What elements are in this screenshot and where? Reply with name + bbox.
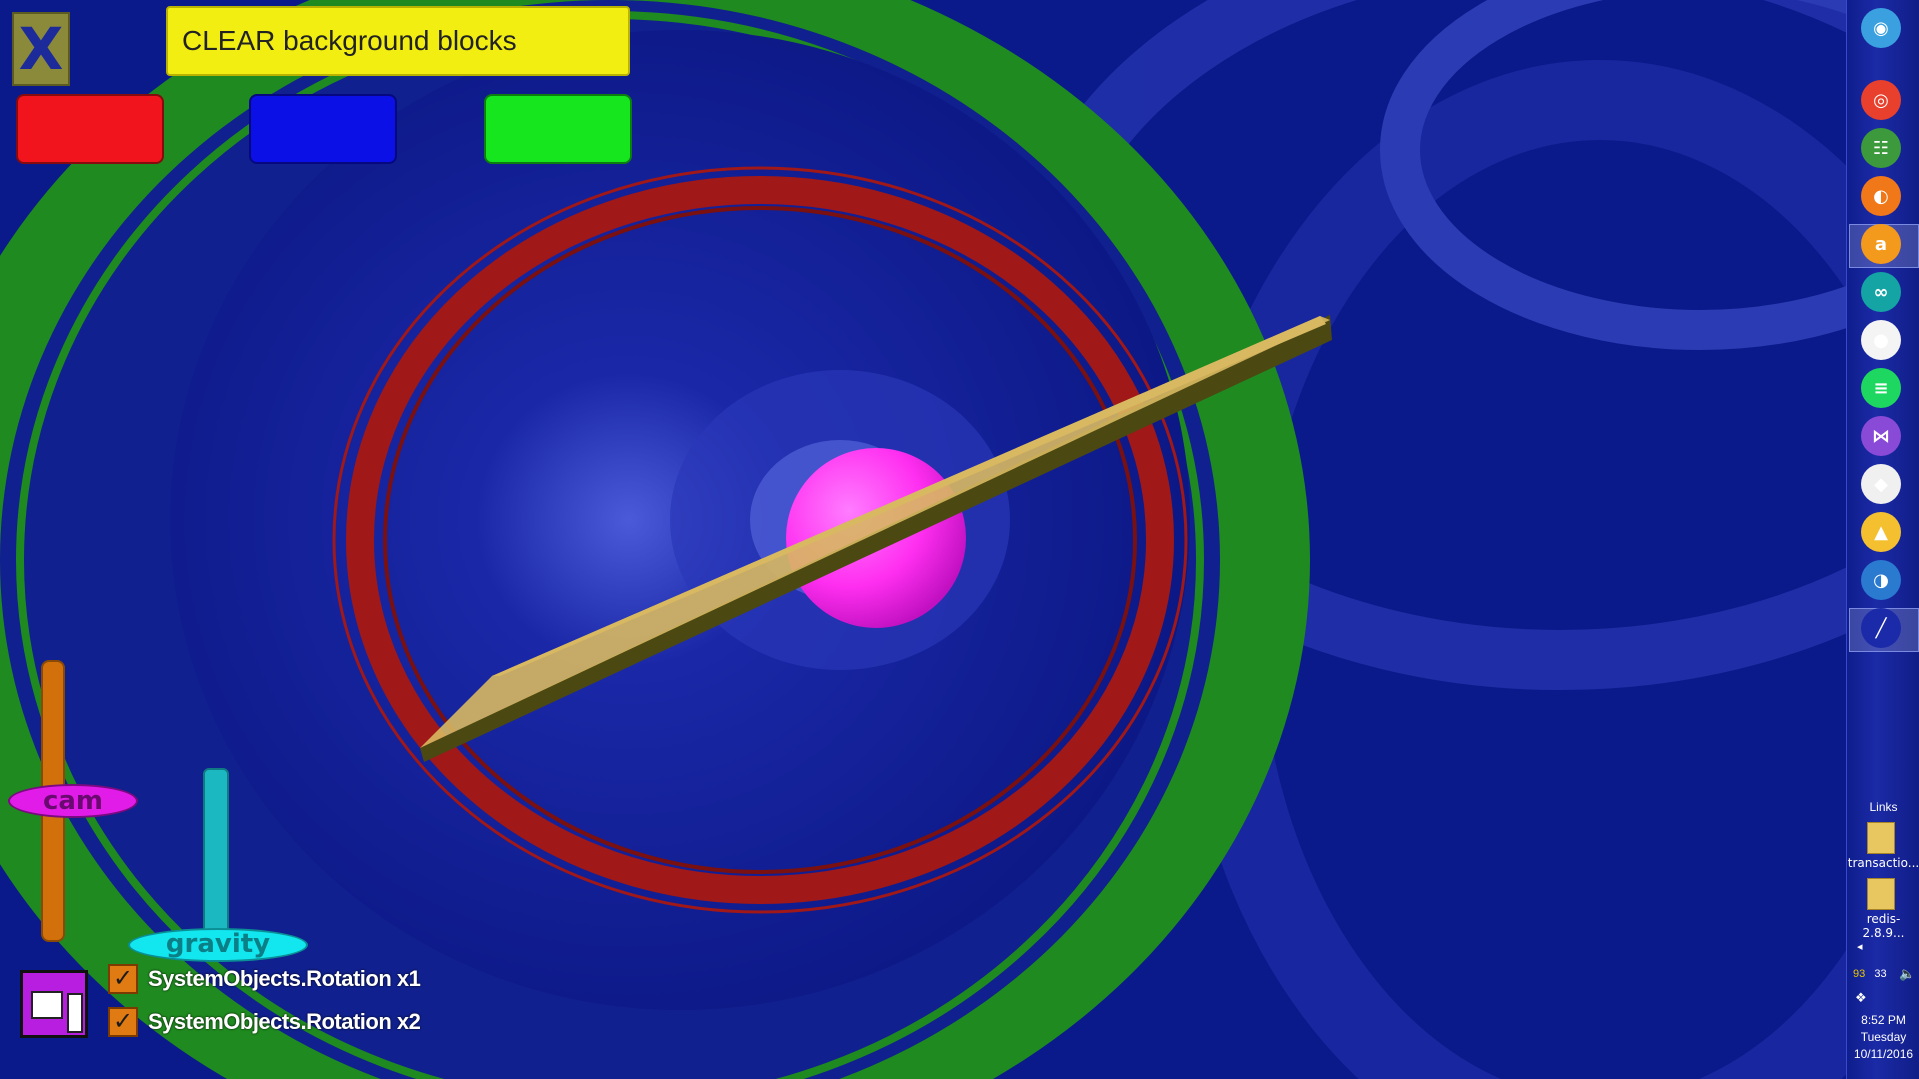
- view-icon-right: [67, 993, 83, 1033]
- game-window-icon[interactable]: ╱: [1861, 608, 1901, 648]
- spotify-icon[interactable]: ≡: [1861, 368, 1901, 408]
- blue-color-button[interactable]: [249, 94, 397, 164]
- tray-num-1: 93: [1853, 968, 1866, 980]
- start-orb-icon[interactable]: ◉: [1861, 8, 1901, 48]
- chrome-icon[interactable]: ◎: [1861, 80, 1901, 120]
- close-button[interactable]: X: [12, 12, 70, 86]
- view-toggle-button[interactable]: [20, 970, 88, 1038]
- view-icon-left: [31, 991, 63, 1019]
- clock-day: Tuesday: [1860, 1030, 1907, 1044]
- tray-num-2: 33: [1874, 968, 1887, 980]
- arduino-icon[interactable]: ∞: [1861, 272, 1901, 312]
- globe-icon[interactable]: ◑: [1861, 560, 1901, 600]
- folder-label-transactions[interactable]: transactio...: [1847, 856, 1919, 870]
- clear-background-blocks-button[interactable]: CLEAR background blocks: [166, 6, 630, 76]
- gravity-slider-handle[interactable]: gravity: [128, 928, 308, 962]
- amazon-icon[interactable]: a: [1861, 224, 1901, 264]
- red-color-button[interactable]: [16, 94, 164, 164]
- windows-taskbar: ◉ ◎ ☷ ◐ a ∞ ● ≡ ⋈ ◆ ▲ ◑ ╱ Links transactio... redis-…: [1846, 0, 1919, 1079]
- folder-icon[interactable]: [1867, 878, 1895, 910]
- firefox-icon[interactable]: ◐: [1861, 176, 1901, 216]
- rotation-x1-checkbox[interactable]: ✓: [108, 964, 138, 994]
- show-hidden-icons-arrow[interactable]: ◂: [1857, 941, 1863, 953]
- clock-date: 10/11/2016: [1853, 1047, 1914, 1061]
- volume-icon[interactable]: 🔈: [1899, 966, 1916, 981]
- github-icon[interactable]: ●: [1861, 320, 1901, 360]
- green-color-button[interactable]: [484, 94, 632, 164]
- unity-icon[interactable]: ◆: [1861, 464, 1901, 504]
- links-toolbar-label: Links: [1869, 800, 1898, 814]
- visual-studio-icon[interactable]: ⋈: [1861, 416, 1901, 456]
- rotation-x2-label: SystemObjects.Rotation x2: [148, 1009, 421, 1034]
- rotation-x1-label: SystemObjects.Rotation x1: [148, 966, 421, 991]
- clock-time: 8:52 PM: [1861, 1013, 1906, 1027]
- cam-slider-handle[interactable]: cam: [8, 784, 138, 818]
- network-icon[interactable]: ❖: [1855, 990, 1867, 1005]
- rotation-x1-option[interactable]: ✓ SystemObjects.Rotation x1: [108, 962, 421, 996]
- gravity-slider-track[interactable]: [203, 768, 229, 944]
- rotation-x2-checkbox[interactable]: ✓: [108, 1007, 138, 1037]
- plank-side: [420, 315, 1332, 762]
- folder-label-redis[interactable]: redis-2.8.9...: [1862, 912, 1905, 940]
- tray-indicators[interactable]: 93 33: [1853, 968, 1887, 980]
- red-ring: [346, 176, 1174, 904]
- folder-icon[interactable]: [1867, 822, 1895, 854]
- google-drive-icon[interactable]: ▲: [1861, 512, 1901, 552]
- rotation-x2-option[interactable]: ✓ SystemObjects.Rotation x2: [108, 1005, 421, 1039]
- system-clock[interactable]: 8:52 PM Tuesday 10/11/2016: [1847, 1012, 1919, 1063]
- chart-app-icon[interactable]: ☷: [1861, 128, 1901, 168]
